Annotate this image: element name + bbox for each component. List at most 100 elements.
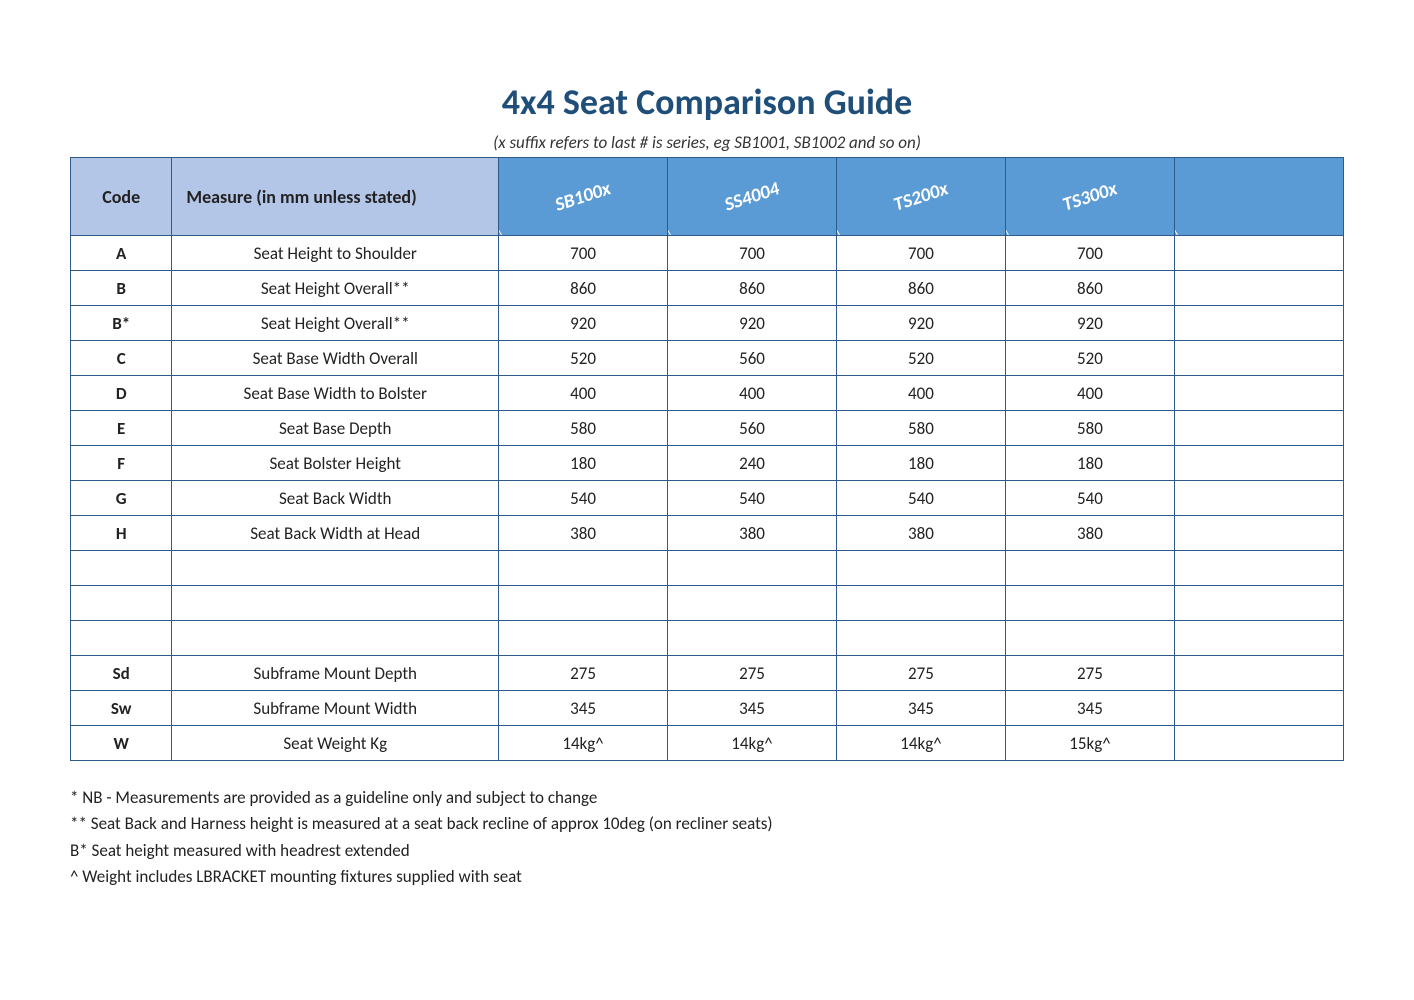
blank-cell	[1174, 341, 1343, 376]
table-row: DSeat Base Width to Bolster400400400400	[71, 376, 1344, 411]
value-cell: 520	[837, 341, 1006, 376]
measure-cell	[172, 621, 499, 656]
page: 4x4 Seat Comparison Guide (x suffix refe…	[0, 0, 1414, 930]
measure-cell: Seat Base Depth	[172, 411, 499, 446]
blank-cell	[1174, 271, 1343, 306]
value-cell: 345	[1005, 691, 1174, 726]
value-cell: 400	[837, 376, 1006, 411]
measure-cell: Seat Weight Kg	[172, 726, 499, 761]
code-cell: B*	[71, 306, 172, 341]
value-cell: 15kg^	[1005, 726, 1174, 761]
value-cell: 920	[668, 306, 837, 341]
code-cell	[71, 586, 172, 621]
blank-cell	[1174, 446, 1343, 481]
table-row	[71, 551, 1344, 586]
value-cell	[499, 586, 668, 621]
value-cell: 860	[499, 271, 668, 306]
blank-cell	[1174, 481, 1343, 516]
code-cell	[71, 621, 172, 656]
value-cell: 580	[499, 411, 668, 446]
value-cell: 14kg^	[668, 726, 837, 761]
value-cell: 345	[499, 691, 668, 726]
code-cell: Sw	[71, 691, 172, 726]
table-row: B*Seat Height Overall**920920920920	[71, 306, 1344, 341]
value-cell: 180	[837, 446, 1006, 481]
measure-cell	[172, 586, 499, 621]
header-model-3: TS300x	[1005, 158, 1174, 236]
footnote-line: B* Seat height measured with headrest ex…	[70, 838, 1344, 864]
value-cell: 180	[1005, 446, 1174, 481]
table-row	[71, 586, 1344, 621]
value-cell: 860	[668, 271, 837, 306]
value-cell: 240	[668, 446, 837, 481]
value-cell: 380	[1005, 516, 1174, 551]
code-cell: Sd	[71, 656, 172, 691]
value-cell: 14kg^	[837, 726, 1006, 761]
footnotes: * NB - Measurements are provided as a gu…	[70, 785, 1344, 890]
value-cell	[668, 621, 837, 656]
value-cell: 700	[668, 236, 837, 271]
code-cell: F	[71, 446, 172, 481]
code-cell: B	[71, 271, 172, 306]
blank-cell	[1174, 656, 1343, 691]
value-cell: 380	[668, 516, 837, 551]
measure-cell: Seat Base Width to Bolster	[172, 376, 499, 411]
code-cell: H	[71, 516, 172, 551]
value-cell: 345	[668, 691, 837, 726]
model-label: TS200x	[891, 177, 951, 216]
code-cell	[71, 551, 172, 586]
value-cell: 400	[668, 376, 837, 411]
table-row: SdSubframe Mount Depth275275275275	[71, 656, 1344, 691]
diag-line	[1174, 196, 1255, 235]
value-cell: 580	[1005, 411, 1174, 446]
header-model-2: TS200x	[837, 158, 1006, 236]
value-cell: 520	[499, 341, 668, 376]
value-cell: 560	[668, 411, 837, 446]
value-cell	[668, 586, 837, 621]
value-cell	[1005, 586, 1174, 621]
measure-cell: Seat Bolster Height	[172, 446, 499, 481]
measure-cell	[172, 551, 499, 586]
page-subtitle: (x suffix refers to last # is series, eg…	[70, 132, 1344, 153]
blank-cell	[1174, 726, 1343, 761]
value-cell: 380	[499, 516, 668, 551]
measure-cell: Seat Height Overall**	[172, 271, 499, 306]
value-cell: 345	[837, 691, 1006, 726]
value-cell: 275	[837, 656, 1006, 691]
header-measure: Measure (in mm unless stated)	[172, 158, 499, 236]
blank-cell	[1174, 586, 1343, 621]
value-cell	[1005, 621, 1174, 656]
value-cell: 275	[499, 656, 668, 691]
header-model-1: SS4004	[668, 158, 837, 236]
value-cell: 700	[1005, 236, 1174, 271]
measure-cell: Subframe Mount Width	[172, 691, 499, 726]
table-row: GSeat Back Width540540540540	[71, 481, 1344, 516]
code-cell: A	[71, 236, 172, 271]
value-cell	[837, 621, 1006, 656]
footnote-line: ^ Weight includes LBRACKET mounting fixt…	[70, 864, 1344, 890]
value-cell: 540	[837, 481, 1006, 516]
code-cell: W	[71, 726, 172, 761]
table-row: CSeat Base Width Overall520560520520	[71, 341, 1344, 376]
value-cell: 860	[1005, 271, 1174, 306]
value-cell: 520	[1005, 341, 1174, 376]
value-cell: 275	[668, 656, 837, 691]
page-title: 4x4 Seat Comparison Guide	[70, 80, 1344, 124]
value-cell	[499, 621, 668, 656]
code-cell: C	[71, 341, 172, 376]
model-label: TS300x	[1060, 177, 1120, 216]
table-row: ESeat Base Depth580560580580	[71, 411, 1344, 446]
value-cell: 275	[1005, 656, 1174, 691]
table-body: ASeat Height to Shoulder700700700700BSea…	[71, 236, 1344, 761]
header-model-blank	[1174, 158, 1343, 236]
value-cell	[668, 551, 837, 586]
value-cell: 700	[499, 236, 668, 271]
value-cell: 540	[668, 481, 837, 516]
value-cell: 920	[499, 306, 668, 341]
value-cell: 400	[1005, 376, 1174, 411]
value-cell	[1005, 551, 1174, 586]
blank-cell	[1174, 621, 1343, 656]
value-cell	[837, 586, 1006, 621]
footnote-line: ** Seat Back and Harness height is measu…	[70, 811, 1344, 837]
table-row: WSeat Weight Kg14kg^14kg^14kg^15kg^	[71, 726, 1344, 761]
